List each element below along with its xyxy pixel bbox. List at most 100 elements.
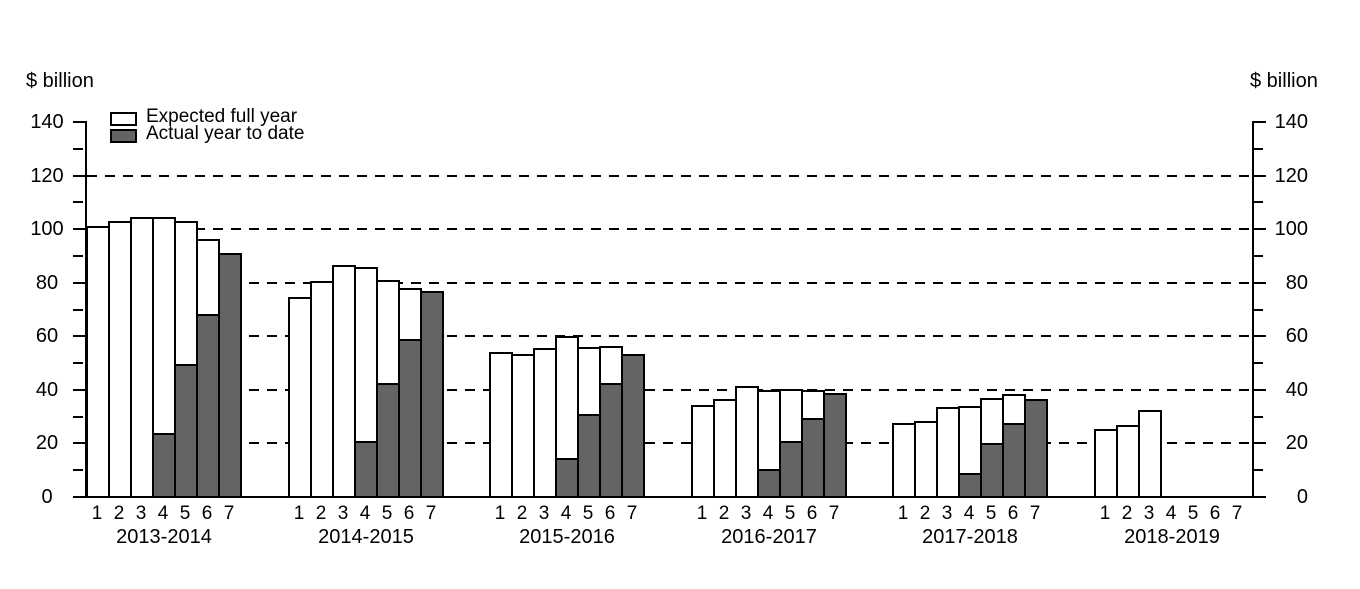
x-obs-label: 2 — [919, 503, 931, 524]
y-tick-label-left: 140 — [30, 111, 64, 133]
y-minor-tick-right — [1253, 469, 1263, 472]
bar-expected — [1094, 429, 1118, 498]
x-obs-label: 7 — [1029, 503, 1041, 524]
x-obs-label: 4 — [1165, 503, 1177, 524]
y-tick-label-left: 100 — [30, 218, 64, 241]
bar-actual — [621, 354, 645, 498]
legend-swatch-actual — [110, 129, 137, 143]
bar-actual — [779, 441, 803, 498]
gridline-60 — [87, 335, 1252, 338]
y-tick-label-right: 100 — [1274, 218, 1308, 241]
x-group-label: 2017-2018 — [922, 526, 1018, 548]
y-minor-tick-left — [73, 415, 83, 418]
y-major-tick-right — [1253, 281, 1266, 284]
x-obs-label: 2 — [315, 503, 327, 524]
y-minor-tick-right — [1253, 147, 1263, 150]
y-tick-label-right: 0 — [1296, 486, 1308, 508]
legend-label-expected: Expected full year — [146, 106, 298, 127]
gridline-80 — [87, 281, 1252, 284]
y-major-tick-left — [73, 121, 86, 123]
y-major-tick-left — [73, 174, 86, 177]
x-obs-label: 4 — [157, 503, 169, 524]
y-tick-label-left: 0 — [41, 486, 53, 508]
y-major-tick-right — [1253, 174, 1266, 177]
x-obs-label: 3 — [538, 503, 550, 524]
y-major-tick-right — [1253, 442, 1266, 445]
y-major-tick-right — [1253, 388, 1266, 391]
bar-expected — [86, 226, 110, 498]
bar-actual — [980, 443, 1004, 498]
y-tick-label-left: 60 — [35, 325, 59, 348]
x-obs-label: 1 — [897, 503, 909, 524]
x-obs-label: 6 — [201, 503, 213, 524]
bar-actual — [174, 364, 198, 498]
x-obs-label: 5 — [582, 503, 594, 524]
x-obs-label: 2 — [1121, 503, 1133, 524]
x-obs-label: 3 — [941, 503, 953, 524]
x-obs-label: 6 — [806, 503, 818, 524]
x-axis — [85, 496, 1254, 498]
x-obs-label: 3 — [337, 503, 349, 524]
bar-actual — [196, 314, 220, 498]
x-obs-label: 6 — [604, 503, 616, 524]
legend-swatch-expected — [110, 112, 137, 126]
x-group-label: 2016-2017 — [721, 526, 817, 548]
y-tick-label-left: 80 — [35, 271, 59, 294]
bar-actual — [354, 441, 378, 498]
y-minor-tick-right — [1253, 254, 1263, 257]
y-tick-label-right: 140 — [1274, 111, 1308, 133]
y-major-tick-left — [73, 496, 86, 498]
bar-expected — [936, 407, 960, 498]
x-obs-label: 1 — [293, 503, 305, 524]
bar-expected — [489, 352, 513, 498]
x-obs-label: 4 — [359, 503, 371, 524]
x-obs-label: 3 — [1143, 503, 1155, 524]
y-minor-tick-left — [73, 201, 83, 204]
bar-actual — [1002, 423, 1026, 498]
x-obs-label: 7 — [223, 503, 235, 524]
x-obs-label: 2 — [516, 503, 528, 524]
x-obs-label: 7 — [828, 503, 840, 524]
y-major-tick-right — [1253, 335, 1266, 338]
y-minor-tick-left — [73, 362, 83, 365]
bar-expected — [735, 386, 759, 498]
bar-expected — [914, 421, 938, 498]
legend-label-actual: Actual year to date — [146, 123, 305, 144]
bar-expected — [511, 354, 535, 498]
x-obs-label: 1 — [91, 503, 103, 524]
y-major-tick-left — [73, 442, 86, 445]
gridline-120 — [87, 174, 1252, 177]
x-obs-label: 2 — [113, 503, 125, 524]
x-obs-label: 5 — [1187, 503, 1199, 524]
y-major-tick-right — [1253, 496, 1266, 498]
y-major-tick-right — [1253, 228, 1266, 231]
x-obs-label: 5 — [381, 503, 393, 524]
x-obs-label: 1 — [494, 503, 506, 524]
y-tick-label-left: 40 — [35, 378, 59, 401]
bar-actual — [555, 458, 579, 498]
bar-expected — [713, 399, 737, 498]
x-obs-label: 3 — [740, 503, 752, 524]
y-tick-label-left: 120 — [30, 164, 64, 187]
x-group-label: 2015-2016 — [519, 526, 615, 548]
bar-expected — [288, 297, 312, 498]
x-obs-label: 3 — [135, 503, 147, 524]
x-group-label: 2018-2019 — [1124, 526, 1220, 548]
x-obs-label: 1 — [1099, 503, 1111, 524]
x-obs-label: 6 — [1209, 503, 1221, 524]
y-tick-label-right: 60 — [1285, 325, 1308, 348]
bar-actual — [823, 393, 847, 498]
y-minor-tick-left — [73, 147, 83, 150]
x-obs-label: 7 — [1231, 503, 1243, 524]
bar-actual — [420, 291, 444, 498]
bar-expected — [130, 217, 154, 498]
bar-expected — [892, 423, 916, 498]
y-minor-tick-right — [1253, 201, 1263, 204]
x-obs-label: 2 — [718, 503, 730, 524]
y-minor-tick-left — [73, 308, 83, 311]
y-minor-tick-right — [1253, 415, 1263, 418]
x-obs-label: 5 — [784, 503, 796, 524]
x-obs-label: 4 — [762, 503, 774, 524]
gridline-20 — [87, 442, 1252, 445]
